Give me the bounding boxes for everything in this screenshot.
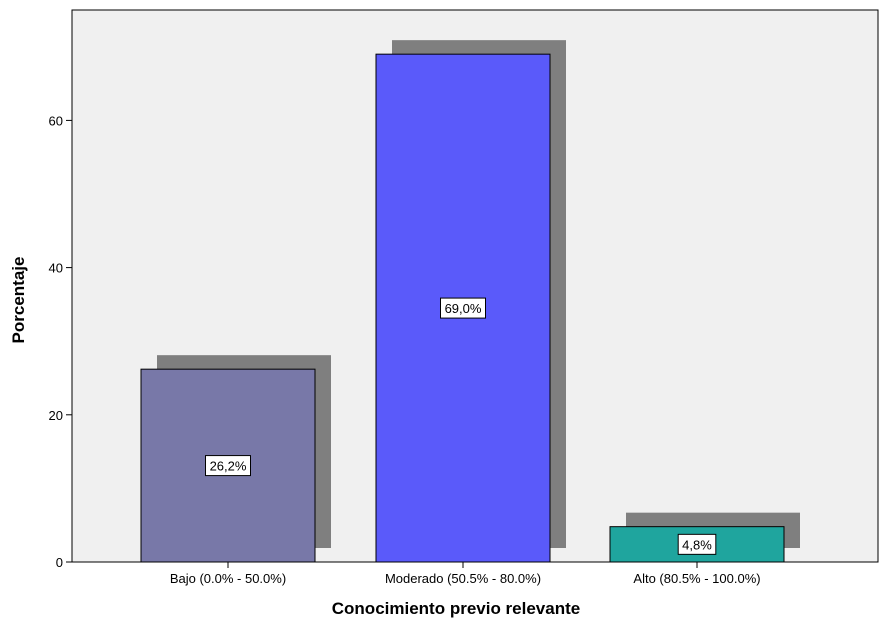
bars-layer: 26,2% 69,0% 4,8%	[140, 40, 800, 563]
y-tick-label: 60	[49, 113, 63, 128]
data-label-box	[440, 297, 486, 319]
data-label: 26,2%	[210, 459, 247, 474]
y-axis: 0 20 40 60	[49, 113, 72, 570]
x-axis-title: Conocimiento previo relevante	[332, 599, 580, 618]
data-label: 69,0%	[445, 301, 482, 316]
x-tick-label: Alto (80.5% - 100.0%)	[633, 571, 760, 586]
y-tick-label: 20	[49, 408, 63, 423]
data-label-box	[205, 455, 251, 477]
data-label: 4,8%	[682, 537, 712, 552]
y-tick-label: 0	[56, 555, 63, 570]
data-label-box	[677, 533, 717, 555]
x-tick-label: Moderado (50.5% - 80.0%)	[385, 571, 541, 586]
x-tick-label: Bajo (0.0% - 50.0%)	[170, 571, 286, 586]
y-axis-title: Porcentaje	[9, 257, 28, 344]
x-axis: Bajo (0.0% - 50.0%) Moderado (50.5% - 80.…	[170, 562, 761, 586]
y-tick-label: 40	[49, 261, 63, 276]
